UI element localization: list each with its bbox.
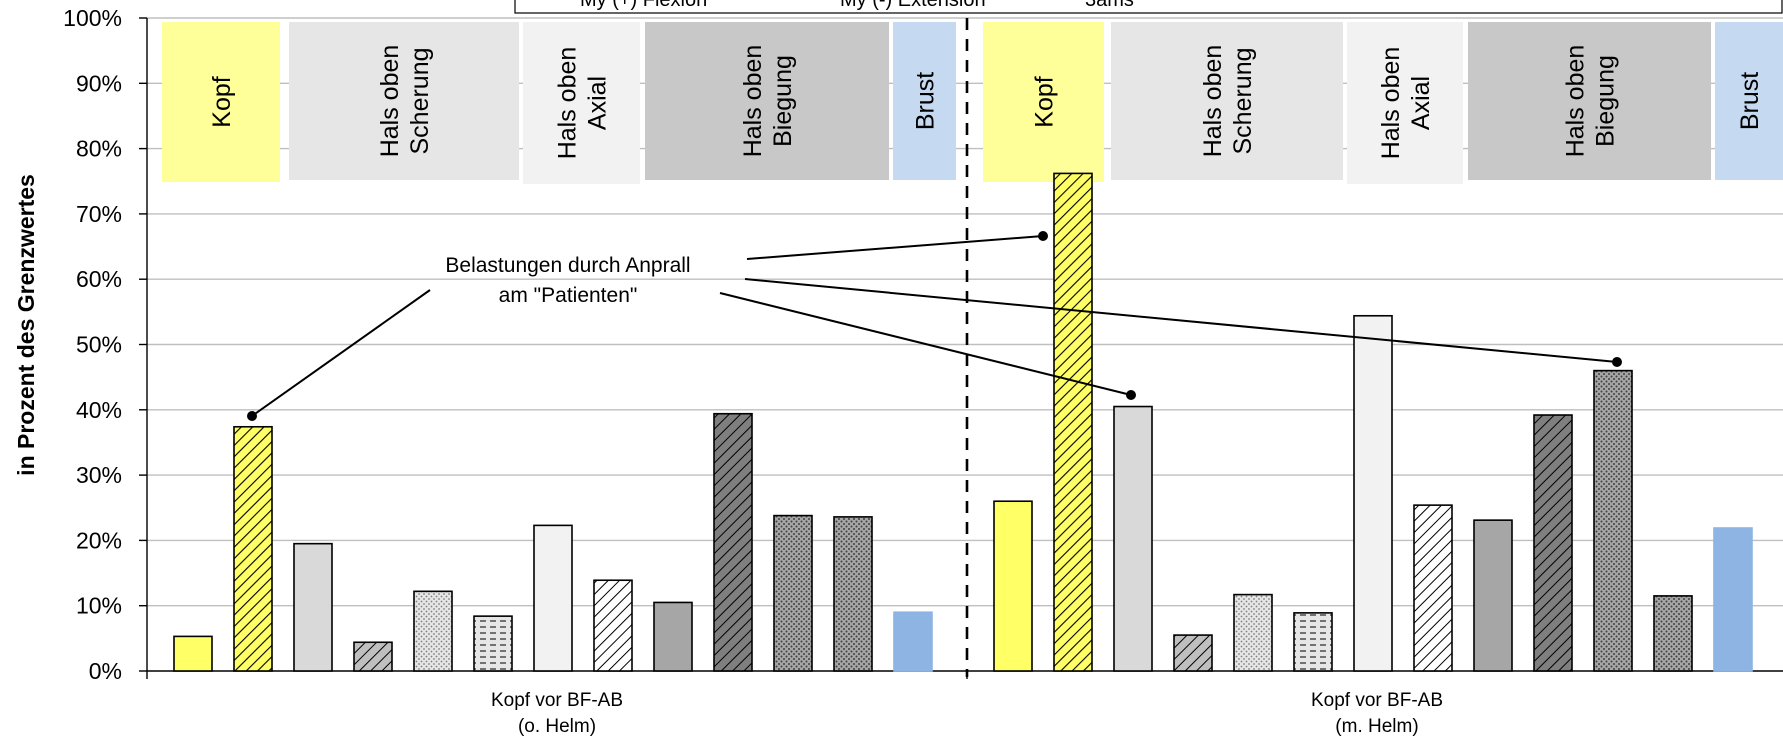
bar-g2-13 (1713, 527, 1753, 672)
header-label-axial: Hals oben (1377, 47, 1405, 160)
header-box-scherung (289, 22, 519, 180)
annotation-arrow-4 (744, 278, 1618, 363)
y-tick-label: 70% (76, 201, 122, 227)
header-label-biegung: Hals oben (1562, 45, 1590, 158)
bar-g1-2 (233, 425, 273, 672)
bar-g1-7 (533, 524, 573, 672)
header-box-brust (893, 22, 956, 180)
bars (173, 172, 1753, 672)
legend-entry-other: 3ams (1085, 0, 1134, 11)
header-box-biegung (1468, 22, 1711, 180)
bar-g1-8 (593, 579, 633, 672)
y-tick-label: 60% (76, 266, 122, 292)
bar-g2-4 (1173, 634, 1213, 672)
annotation-line2: am "Patienten" (499, 284, 638, 307)
bar-g1-4 (353, 641, 393, 672)
bar-g1-3 (293, 542, 333, 672)
group-label-2-line1: Kopf vor BF-AB (1311, 690, 1443, 711)
legend: My (+) Flexion My (-) Extension 3ams (514, 0, 1783, 14)
annotation-point-2 (1038, 231, 1048, 241)
bar-g2-9 (1473, 519, 1513, 672)
annotation-arrow-2 (746, 235, 1044, 260)
bar-g2-11 (1593, 369, 1633, 672)
y-tick-label: 40% (76, 397, 122, 423)
header-box-axial (523, 22, 640, 184)
bar-g1-12 (833, 516, 873, 672)
bar-g1-6 (473, 615, 513, 672)
y-tick-label: 100% (63, 5, 122, 31)
header-label-axial: Axial (1407, 76, 1435, 130)
header-label-biegung: Biegung (769, 55, 797, 147)
y-tick-label: 20% (76, 527, 122, 553)
legend-entry-flexion: My (+) Flexion (580, 0, 707, 11)
header-label-scherung: Hals oben (1199, 45, 1227, 158)
y-tick-label: 30% (76, 462, 122, 488)
header-label-brust: Brust (912, 72, 940, 130)
annotation-point-3 (1126, 390, 1136, 400)
header-label-biegung: Biegung (1592, 55, 1620, 147)
bar-g1-9 (653, 601, 693, 672)
category-headers: Kopf Hals oben Scherung Hals oben Axial Hals … (162, 22, 1783, 184)
bar-g2-1 (993, 500, 1033, 672)
header-label-axial: Hals oben (554, 47, 582, 160)
bar-g1-13 (893, 611, 933, 672)
bar-g1-5 (413, 590, 453, 672)
header-box-biegung (645, 22, 889, 180)
annotation-point-4 (1612, 357, 1622, 367)
bar-g2-5 (1233, 593, 1273, 672)
y-tick-label: 10% (76, 593, 122, 619)
header-label-brust: Brust (1736, 72, 1764, 130)
header-label-axial: Axial (584, 76, 612, 130)
header-box-brust (1715, 22, 1783, 180)
group-label-1-line1: Kopf vor BF-AB (491, 690, 623, 711)
header-box-scherung (1111, 22, 1343, 180)
header-label-kopf: Kopf (1031, 76, 1059, 127)
legend-box (514, 0, 1783, 14)
header-label-scherung: Hals oben (376, 45, 404, 158)
bar-g2-8 (1413, 504, 1453, 672)
annotation-arrow-1 (251, 289, 431, 417)
bar-g2-6 (1293, 612, 1333, 672)
bar-g1-10 (713, 412, 753, 672)
y-tick-label: 50% (76, 332, 122, 358)
group-label-1-line2: (o. Helm) (518, 716, 596, 737)
annotation-arrow-3 (719, 292, 1132, 396)
bar-g2-2 (1053, 172, 1093, 672)
annotation-point-1 (247, 411, 257, 421)
header-box-kopf (983, 22, 1104, 182)
bar-g2-3 (1113, 405, 1153, 672)
bar-g2-10 (1533, 414, 1573, 672)
bar-g2-12 (1653, 595, 1693, 672)
group-label-2-line2: (m. Helm) (1335, 716, 1418, 737)
legend-entry-extension: My (-) Extension (840, 0, 986, 11)
bar-g1-1 (173, 635, 213, 672)
header-label-scherung: Scherung (1229, 47, 1257, 154)
y-tick-label: 0% (89, 658, 122, 684)
annotation: Belastungen durch Anprall am "Patienten" (247, 231, 1622, 421)
annotation-line1: Belastungen durch Anprall (445, 254, 690, 277)
bar-g2-7 (1353, 314, 1393, 672)
y-tick-label: 90% (76, 70, 122, 96)
header-box-axial (1347, 22, 1463, 184)
header-label-kopf: Kopf (208, 76, 236, 127)
header-box-kopf (162, 22, 280, 182)
y-axis-ticks: 0% 10% 20% 30% 40% 50% 60% 70% 80% 90% 100% (63, 5, 147, 684)
y-tick-label: 80% (76, 136, 122, 162)
header-label-scherung: Scherung (406, 47, 434, 154)
header-label-biegung: Hals oben (739, 45, 767, 158)
y-axis-title: in Prozent des Grenzwertes (13, 174, 39, 476)
bar-g1-11 (773, 514, 813, 672)
